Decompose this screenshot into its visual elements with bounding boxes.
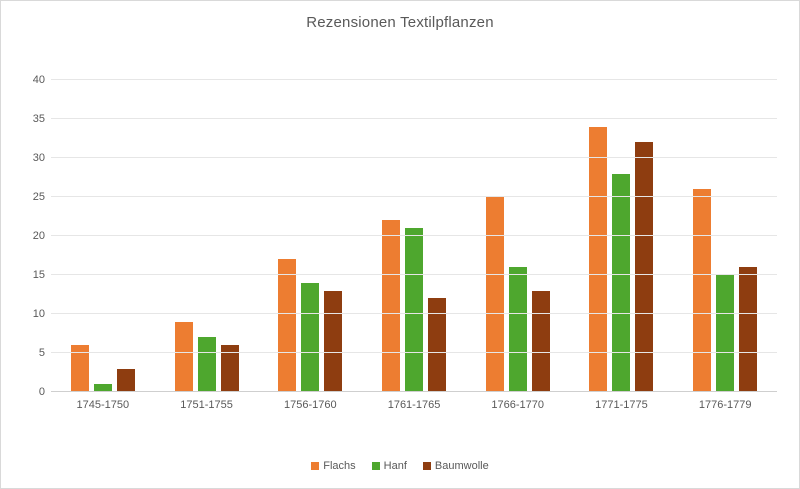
x-axis-category-label: 1761-1765 [387,399,441,411]
y-axis-tick-label: 15 [32,269,45,281]
gridline-y-25 [51,196,777,197]
gridline-y-10 [51,313,777,314]
bar-hanf-1766-1770 [508,267,527,392]
bar-hanf-1771-1775 [612,173,631,392]
bar-baumwolle-1776-1779 [739,267,758,392]
bar-group-1756-1760: 1756-1760 [258,80,362,411]
bar-baumwolle-1756-1760 [324,290,343,392]
y-axis-tick-label: 30 [32,152,45,164]
legend-label: Flachs [323,460,356,472]
bar-group-1745-1750: 1745-1750 [51,80,155,411]
y-axis-tick-label: 25 [32,191,45,203]
plot-area: 1745-1750 1751-1755 1756-1760 1761-1765 1766… [33,74,777,411]
bar-flachs-1776-1779 [693,189,712,392]
gridline-y-35 [51,118,777,119]
bar-hanf-1761-1765 [405,228,424,392]
bar-group-1761-1765: 1761-1765 [362,80,466,411]
legend-label: Baumwolle [434,460,489,472]
bar-flachs-1766-1770 [485,197,504,392]
bar-flachs-1751-1755 [174,321,193,392]
x-axis-category-label: 1756-1760 [283,399,337,411]
x-axis-category-label: 1766-1770 [491,399,545,411]
gridline-y-15 [51,274,777,275]
x-axis-category-label: 1745-1750 [76,399,130,411]
x-axis-category-label: 1776-1779 [698,399,752,411]
legend-swatch-baumwolle [422,462,431,470]
bar-flachs-1771-1775 [589,126,608,392]
bar-baumwolle-1745-1750 [116,368,135,392]
gridline-y-5 [51,352,777,353]
bar-baumwolle-1751-1755 [220,345,239,392]
legend-swatch-hanf [371,462,380,470]
gridline-y-40 [51,79,777,80]
gridline-y-30 [51,157,777,158]
bar-hanf-1751-1755 [197,337,216,392]
bar-flachs-1761-1765 [382,220,401,392]
bar-baumwolle-1766-1770 [531,290,550,392]
bar-groups: 1745-1750 1751-1755 1756-1760 1761-1765 1766… [51,80,777,411]
bar-hanf-1745-1750 [93,384,112,392]
y-axis-tick-label: 5 [38,347,45,359]
y-axis-tick-label: 35 [32,113,45,125]
legend-item-hanf: Hanf [371,460,407,472]
bar-group-1766-1770: 1766-1770 [466,80,570,411]
legend-label: Hanf [383,460,407,472]
y-axis-tick-label: 40 [32,74,45,86]
y-axis-tick-label: 20 [32,230,45,242]
x-axis-category-label: 1771-1775 [595,399,648,411]
y-axis-tick-label: 0 [38,386,45,398]
legend: Flachs Hanf Baumwolle [1,460,799,472]
bar-baumwolle-1771-1775 [635,142,654,392]
chart-title: Rezensionen Textilpflanzen [306,14,494,31]
legend-swatch-flachs [311,462,320,470]
gridline-y-20 [51,235,777,236]
bar-flachs-1745-1750 [70,345,89,392]
bar-baumwolle-1761-1765 [428,298,447,392]
bar-hanf-1776-1779 [716,275,735,392]
x-axis-category-label: 1751-1755 [180,399,233,411]
bar-hanf-1756-1760 [301,282,320,392]
gridline-y-0 [51,391,777,392]
legend-item-baumwolle: Baumwolle [422,460,489,472]
bar-group-1771-1775: 1771-1775 [570,80,674,411]
legend-item-flachs: Flachs [311,460,356,472]
y-axis-tick-label: 10 [32,308,45,320]
bar-flachs-1756-1760 [278,259,297,392]
bar-group-1776-1779: 1776-1779 [673,80,777,411]
bar-group-1751-1755: 1751-1755 [155,80,259,411]
